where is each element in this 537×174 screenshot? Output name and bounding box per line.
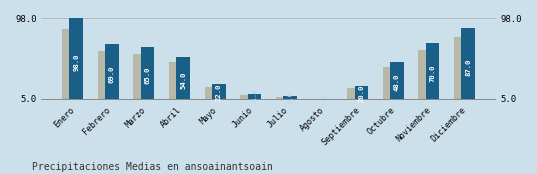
Text: 5.0: 5.0 [323,92,329,105]
Text: 87.0: 87.0 [465,58,471,76]
Bar [383,67,396,99]
Bar [426,43,439,99]
Text: 98.0: 98.0 [73,54,79,72]
Bar [141,47,154,99]
Text: 8.0: 8.0 [287,91,293,104]
Bar [454,37,468,99]
Bar [69,18,83,99]
Text: Precipitaciones Medias en ansoainantsoain: Precipitaciones Medias en ansoainantsoai… [32,162,273,172]
Text: 54.0: 54.0 [180,71,186,89]
Bar [98,51,111,99]
Bar [354,86,368,99]
Text: 48.0: 48.0 [394,73,400,91]
Text: 69.0: 69.0 [109,65,115,83]
Bar [205,86,218,99]
Bar [284,96,297,99]
Bar [240,95,253,99]
Bar [390,62,404,99]
Text: 70.0: 70.0 [430,65,436,82]
Bar [418,50,432,99]
Bar [133,54,147,99]
Bar [248,94,261,99]
Bar [62,29,76,99]
Bar [212,84,226,99]
Bar [169,62,183,99]
Bar [461,28,475,99]
Bar [276,97,289,99]
Text: 11.0: 11.0 [251,88,257,105]
Text: 20.0: 20.0 [358,84,364,102]
Bar [176,57,190,99]
Text: 22.0: 22.0 [216,84,222,101]
Bar [347,88,361,99]
Text: 65.0: 65.0 [144,67,150,84]
Bar [105,44,119,99]
